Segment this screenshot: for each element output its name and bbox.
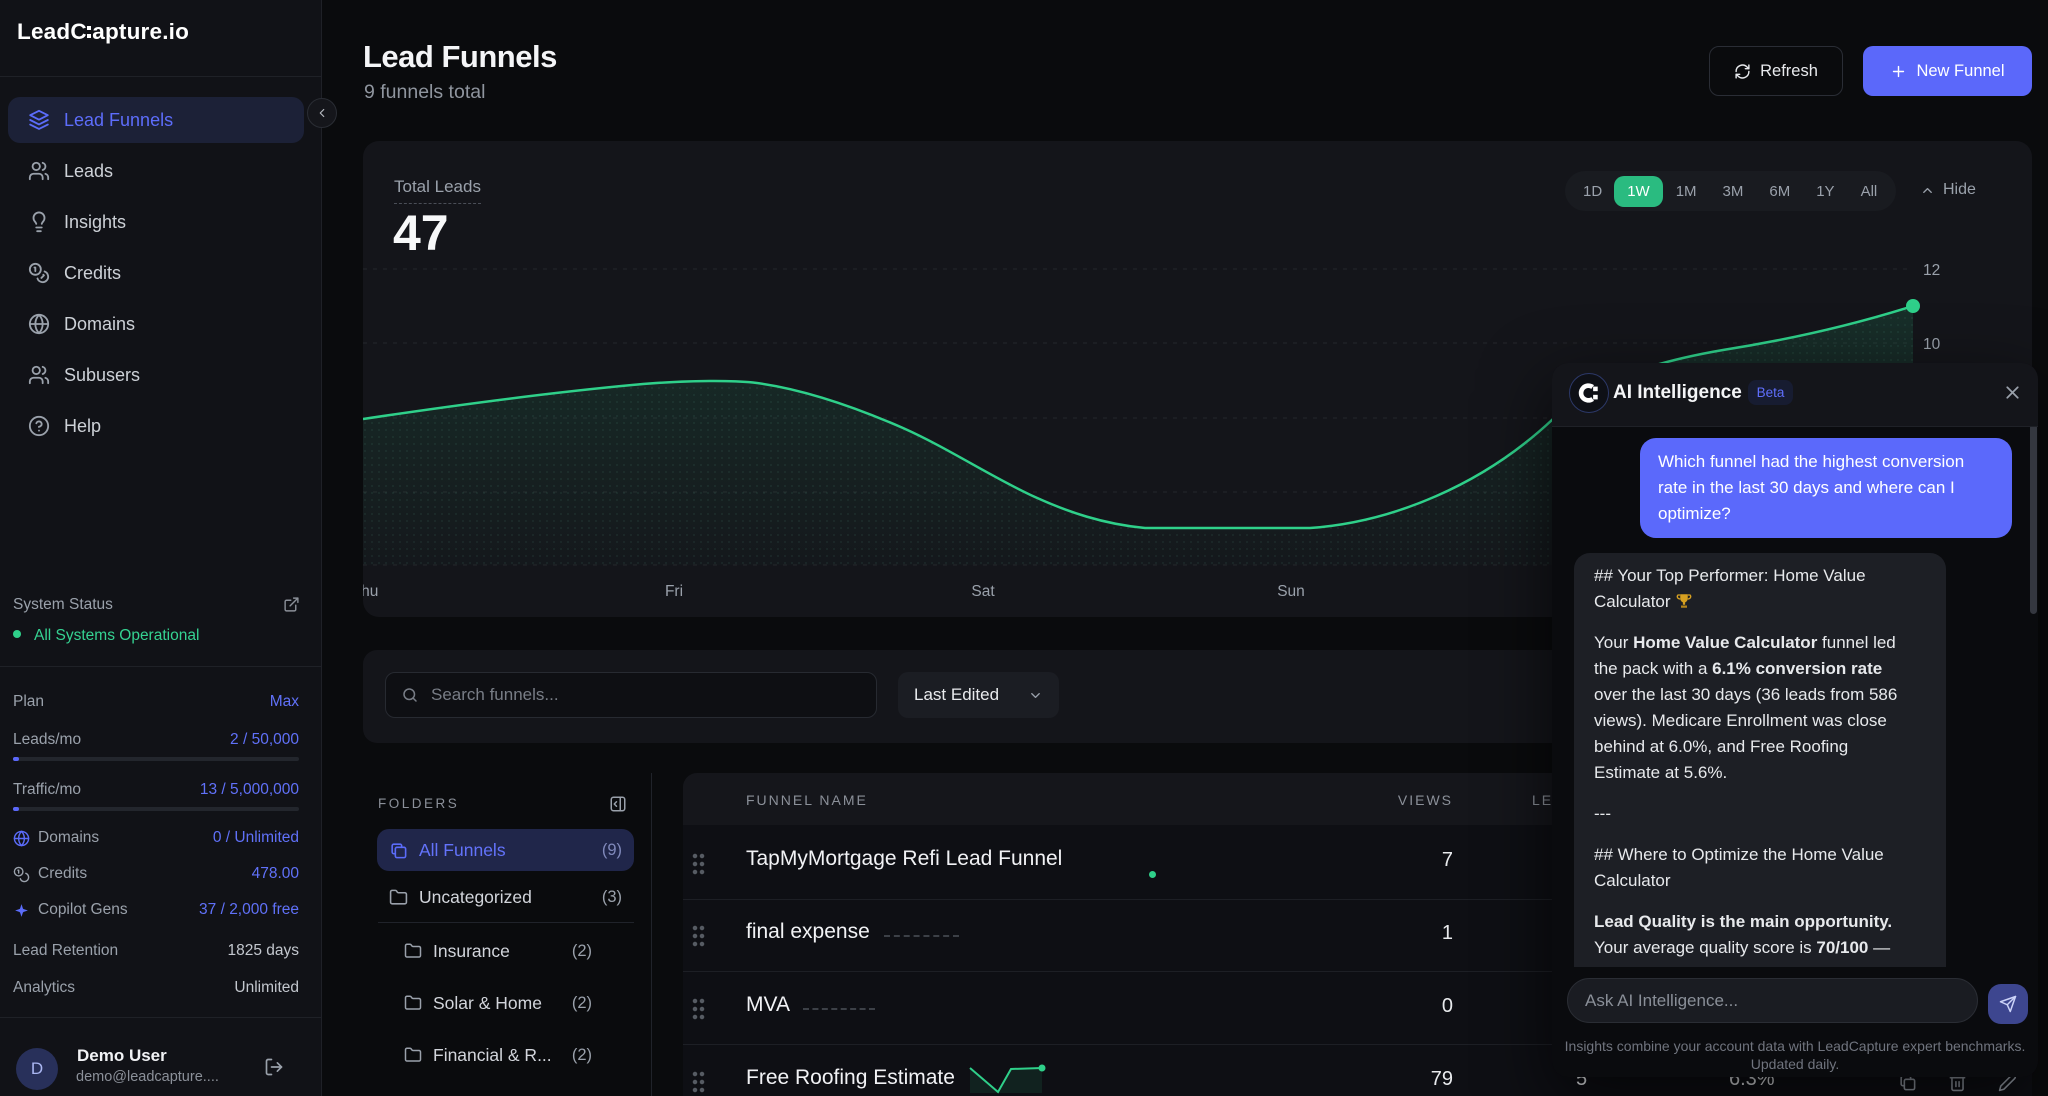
svg-text:Sat: Sat — [971, 583, 995, 600]
svg-text:10: 10 — [1923, 336, 1941, 353]
svg-text:12: 12 — [1923, 262, 1940, 279]
svg-text:Thu: Thu — [363, 583, 378, 600]
svg-text:Sun: Sun — [1277, 583, 1305, 600]
svg-text:Fri: Fri — [665, 583, 683, 600]
